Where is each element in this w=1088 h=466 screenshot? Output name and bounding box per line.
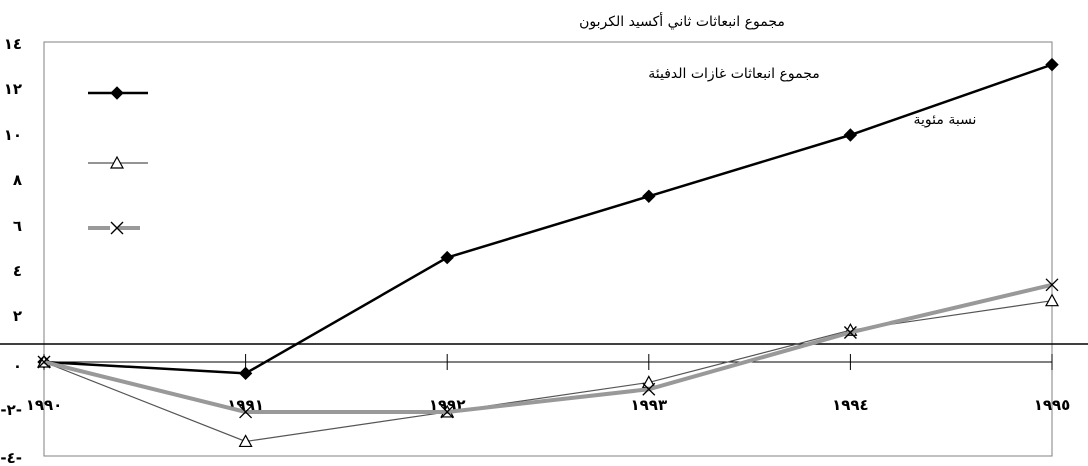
x-tick-label: ١٩٩٥ [1034,396,1071,414]
series-3-point [37,355,51,369]
legend-marker [109,155,125,169]
y-axis-ticks: ١٤ ١٢ ١٠ ٨ ٦ ٤ ٢ ٠ -٢- -٤- [0,35,22,466]
annotation-percent: نسبة مئوية [914,112,977,128]
legend-marker [110,221,124,235]
series-1-point [238,366,253,381]
plot-area [43,41,1053,457]
series-line-1 [43,63,1053,375]
x-axis: ١٩٩٠١٩٩١١٩٩٢١٩٩٣١٩٩٤١٩٩٥ [0,343,1088,414]
legend-marker [110,86,124,100]
y-tick-label: -٤- [0,449,22,466]
series-group [36,57,1060,448]
y-tick-label: ٨ [13,171,22,189]
legend-entry-2 [88,155,148,169]
series-2-point [1044,293,1060,307]
series-2-point [238,434,253,448]
y-tick-label: ١٠ [4,126,22,144]
legend-entry-3 [88,221,148,235]
y-tick-label: ١٤ [4,35,22,53]
legend [88,86,148,235]
series-1-point [843,128,858,142]
x-tick-label: ١٩٩٤ [832,396,869,414]
annotation-ghg-total: مجموع انبعاثات غازات الدفيئة [648,66,820,82]
y-tick-label: -٢- [0,401,22,419]
y-tick-label: ٤ [13,262,22,280]
y-tick-label: ٢ [13,307,22,325]
y-tick-label: ٦ [13,217,22,235]
series-1-point [1045,57,1059,72]
series-3-point [642,382,656,396]
legend-entry-1 [88,86,148,100]
y-tick-label: ٠ [13,357,22,375]
series-1-point [440,250,454,265]
x-tick-label: ١٩٩٣ [630,396,667,414]
y-tick-label: ١٢ [4,80,22,98]
series-1-point [642,189,656,203]
series-3-point [1045,278,1059,292]
series-3-point [239,405,253,419]
series-3-point [843,326,857,339]
x-tick-label: ١٩٩٠ [26,396,63,414]
chart-title: مجموع انبعاثات ثاني أكسيد الكربون [579,12,785,30]
series-line-3 [43,282,1053,414]
series-3-point [440,405,454,419]
